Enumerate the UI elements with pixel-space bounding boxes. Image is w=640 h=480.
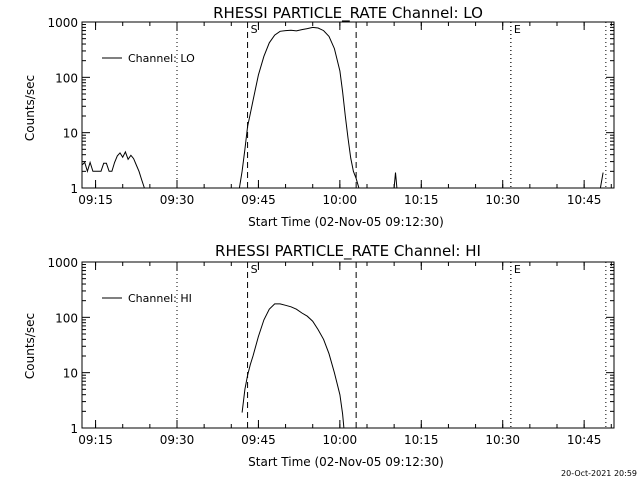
series-line [238,26,360,189]
plot-frame [81,261,615,429]
legend: Channel: LO [102,52,195,65]
y-tick-label: 1 [70,182,78,196]
x-axis-label: Start Time (02-Nov-05 09:12:30) [248,455,444,469]
y-tick-label: 1000 [47,256,78,270]
y-tick-label: 10 [63,127,78,141]
event-marker-label: S [251,263,258,276]
x-tick-label: 10:45 [567,193,602,207]
x-tick-label: 09:45 [241,433,276,447]
y-tick-label: 1 [70,422,78,436]
series-line [241,303,345,429]
generation-timestamp: 20-Oct-2021 20:59 [561,469,637,478]
x-axis-label: Start Time (02-Nov-05 09:12:30) [248,215,444,229]
x-tick-label: 10:15 [404,193,439,207]
x-tick-label: 10:30 [485,193,520,207]
legend-label: Channel: LO [128,52,195,65]
y-tick-label: 100 [55,311,78,325]
legend: Channel: HI [102,292,192,305]
series-layer [241,303,345,429]
series-line [81,150,145,189]
y-tick-label: 100 [55,71,78,85]
y-tick-label: 10 [63,367,78,381]
chart-title: RHESSI PARTICLE_RATE Channel: HI [215,242,481,261]
event-marker-label: S [251,23,258,36]
chart-title: RHESSI PARTICLE_RATE Channel: LO [213,4,483,23]
x-tick-label: 10:00 [323,433,358,447]
x-tick-label: 10:15 [404,433,439,447]
event-marker-label: E [514,23,521,36]
chart-panel-hi: RHESSI PARTICLE_RATE Channel: HI Counts/… [23,242,615,469]
y-axis-label: Counts/sec [23,313,37,379]
x-tick-label: 09:15 [78,193,113,207]
tick-layer: 09:15 09:30 09:45 10:00 10:15 10:30 10:45 1 10 10… [47,256,614,447]
chart-panel-lo: RHESSI PARTICLE_RATE Channel: LO Counts/… [23,4,615,229]
x-tick-label: 09:30 [160,193,195,207]
plot-frame [81,21,615,189]
tick-layer: 09:15 09:30 09:45 10:00 10:15 10:30 10:45 1 10 10… [47,16,614,207]
series-layer [81,26,604,189]
legend-label: Channel: HI [128,292,192,305]
y-tick-label: 1000 [47,16,78,30]
event-marker-label: E [514,263,521,276]
series-line [599,172,604,189]
y-axis-label: Counts/sec [23,75,37,141]
x-tick-label: 10:45 [567,433,602,447]
series-line [393,172,398,189]
x-tick-label: 10:00 [323,193,358,207]
x-tick-label: 10:30 [485,433,520,447]
x-tick-label: 09:15 [78,433,113,447]
x-tick-label: 09:30 [160,433,195,447]
x-tick-label: 09:45 [241,193,276,207]
